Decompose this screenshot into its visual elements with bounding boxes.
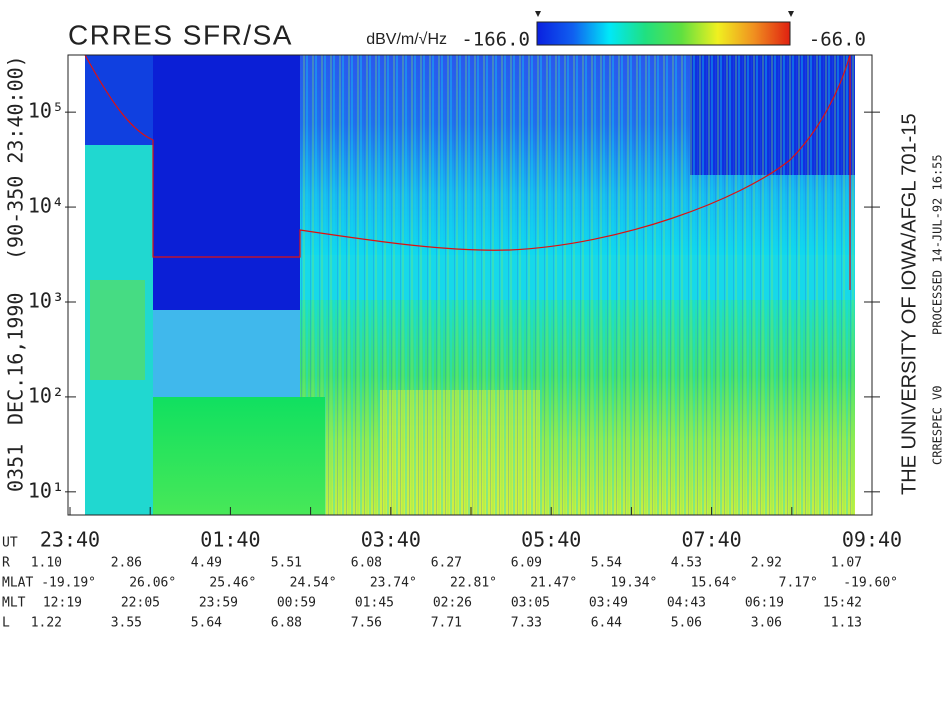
- x-tick-label: 05:40: [521, 528, 581, 552]
- ephemeris-value: 24.54°: [290, 576, 337, 591]
- x-tick-label: 09:40: [842, 528, 902, 552]
- ephemeris-value: 00:59: [277, 596, 316, 611]
- right-label: PROCESSED 14-JUL-92 16:55: [931, 154, 945, 335]
- ephemeris-value: 26.06°: [129, 576, 176, 591]
- ephemeris-value: 3.55: [111, 616, 142, 631]
- right-label: THE UNIVERSITY OF IOWA/AFGL 701-15: [898, 113, 920, 495]
- y-tick-label: 10²: [28, 383, 64, 407]
- ephemeris-value: 7.17°: [779, 576, 818, 591]
- ephemeris-value: 04:43: [667, 596, 706, 611]
- ephemeris-value: 01:45: [355, 596, 394, 611]
- ephemeris-value: 7.33: [511, 616, 542, 631]
- left-label: DEC.16,1990: [4, 293, 28, 425]
- x-tick-label: 01:40: [200, 528, 260, 552]
- ephemeris-value: 23.74°: [370, 576, 417, 591]
- ephemeris-value: 03:05: [511, 596, 550, 611]
- ephemeris-value: 1.07: [831, 556, 862, 571]
- ephemeris-value: 23:59: [199, 596, 238, 611]
- y-tick-label: 10⁴: [28, 194, 64, 218]
- ephemeris-value: -19.60°: [843, 576, 898, 591]
- ephemeris-value: 25.46°: [209, 576, 256, 591]
- y-tick-label: 10⁵: [28, 99, 64, 123]
- colorbar-markers: [535, 11, 794, 17]
- x-tick-label: 03:40: [361, 528, 421, 552]
- ephemeris-value: 1.22: [31, 616, 62, 631]
- x-tick-label: 23:40: [40, 528, 100, 552]
- ephemeris-value: 02:26: [433, 596, 472, 611]
- ephemeris-value: 22.81°: [450, 576, 497, 591]
- ephemeris-value: 5.64: [191, 616, 222, 631]
- left-label: 0351: [4, 444, 28, 492]
- ephemeris-value: 21.47°: [530, 576, 577, 591]
- ephemeris-value: 3.06: [751, 616, 782, 631]
- colorbar-label: dBV/m/√Hz: [366, 31, 447, 48]
- ephemeris-value: 7.56: [351, 616, 382, 631]
- ephemeris-value: 06:19: [745, 596, 784, 611]
- ephemeris-value: 1.13: [831, 616, 862, 631]
- ephemeris-value: 2.86: [111, 556, 142, 571]
- colorbar-min: -166.0: [461, 29, 530, 51]
- ephemeris-value: 2.92: [751, 556, 782, 571]
- ephemeris-value: 4.49: [191, 556, 222, 571]
- ephemeris-value: 19.34°: [610, 576, 657, 591]
- ephemeris-value: -19.19°: [41, 576, 96, 591]
- ephemeris-label: L: [2, 616, 10, 631]
- ephemeris-value: 6.44: [591, 616, 622, 631]
- ephemeris-value: 6.09: [511, 556, 542, 571]
- spectrogram: [84, 54, 855, 515]
- ephemeris-label: MLAT: [2, 576, 33, 591]
- ephemeris-value: 5.54: [591, 556, 622, 571]
- ephemeris-value: 6.27: [431, 556, 462, 571]
- ephemeris-value: 15.64°: [691, 576, 738, 591]
- ephemeris-value: 6.88: [271, 616, 302, 631]
- y-tick-label: 10³: [28, 288, 64, 312]
- ephemeris-value: 15:42: [823, 596, 862, 611]
- left-label: (90-350 23:40:00): [4, 55, 28, 260]
- ephemeris-value: 5.06: [671, 616, 702, 631]
- right-label: CRRESPEC V0: [931, 386, 945, 465]
- ephemeris-value: 7.71: [431, 616, 462, 631]
- ephemeris-label: MLT: [2, 596, 26, 611]
- ephemeris-value: 1.10: [31, 556, 62, 571]
- colorbar: [536, 21, 791, 46]
- plot-frame: [67, 54, 873, 516]
- chart-title: CRRES SFR/SA: [68, 19, 293, 50]
- x-tick-label: 07:40: [681, 528, 741, 552]
- ephemeris-value: 03:49: [589, 596, 628, 611]
- ephemeris-label: R: [2, 556, 10, 571]
- y-tick-label: 10¹: [28, 478, 64, 502]
- ephemeris-value: 12:19: [43, 596, 82, 611]
- ephemeris-value: 22:05: [121, 596, 160, 611]
- ephemeris-value: 6.08: [351, 556, 382, 571]
- x-axis-label: UT: [2, 536, 18, 551]
- ephemeris-value: 4.53: [671, 556, 702, 571]
- ephemeris-value: 5.51: [271, 556, 302, 571]
- colorbar-max: -66.0: [809, 29, 866, 51]
